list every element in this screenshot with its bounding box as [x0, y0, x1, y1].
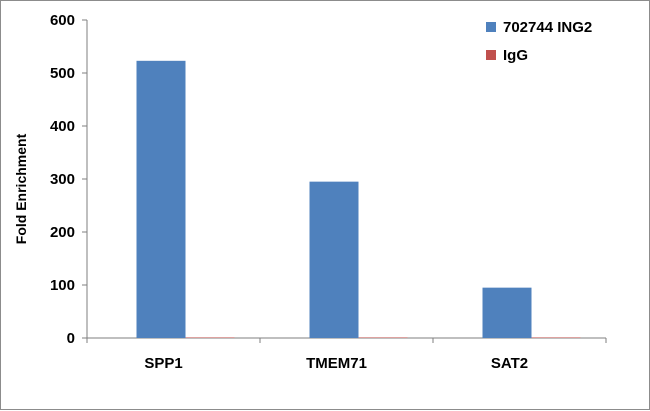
legend-swatch	[486, 50, 496, 60]
bar-tmem71-ing2	[309, 181, 359, 338]
legend: 702744 ING2 IgG	[486, 19, 592, 64]
bar-tmem71-igg	[358, 337, 408, 338]
legend-swatch	[486, 22, 496, 32]
y-tick-label: 600	[50, 12, 75, 29]
bars	[136, 60, 581, 339]
bar-spp1-ing2	[136, 60, 186, 339]
y-tick-label: 400	[50, 118, 75, 135]
x-tick-label: TMEM71	[306, 355, 367, 372]
x-tick-label: SPP1	[144, 355, 182, 372]
y-tick-label: 100	[50, 277, 75, 294]
legend-label: IgG	[503, 47, 528, 64]
legend-label: 702744 ING2	[503, 19, 592, 36]
y-tick-label: 0	[67, 330, 75, 347]
y-tick-label: 200	[50, 224, 75, 241]
y-tick-label: 300	[50, 171, 75, 188]
y-ticks: 0 100 200 300 400 500 600	[50, 12, 87, 347]
y-tick-label: 500	[50, 65, 75, 82]
bar-sat2-ing2	[482, 287, 532, 338]
x-tick-label: SAT2	[491, 355, 528, 372]
category-labels: SPP1 TMEM71 SAT2	[144, 355, 528, 372]
bar-sat2-igg	[531, 337, 581, 338]
x-ticks	[86, 338, 607, 343]
y-axis-label: Fold Enrichment	[13, 133, 29, 244]
bar-spp1-igg	[185, 337, 235, 338]
